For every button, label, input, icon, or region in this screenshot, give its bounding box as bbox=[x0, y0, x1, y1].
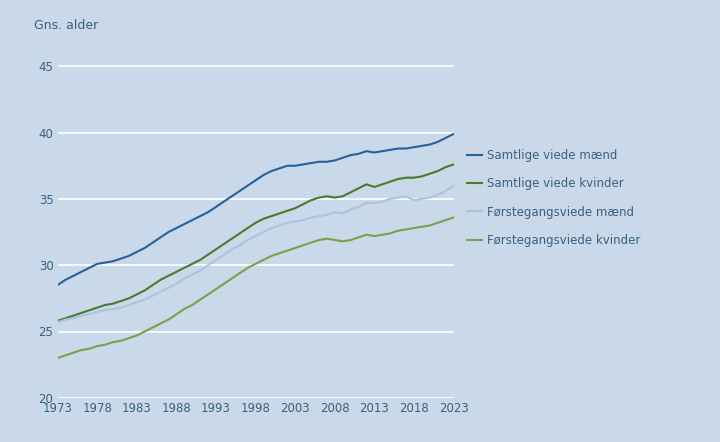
Legend: Samtlige viede mænd, Samtlige viede kvinder, Førstegangsviede mænd, Førstegangsv: Samtlige viede mænd, Samtlige viede kvin… bbox=[467, 149, 641, 247]
Text: Gns. alder: Gns. alder bbox=[34, 19, 98, 32]
